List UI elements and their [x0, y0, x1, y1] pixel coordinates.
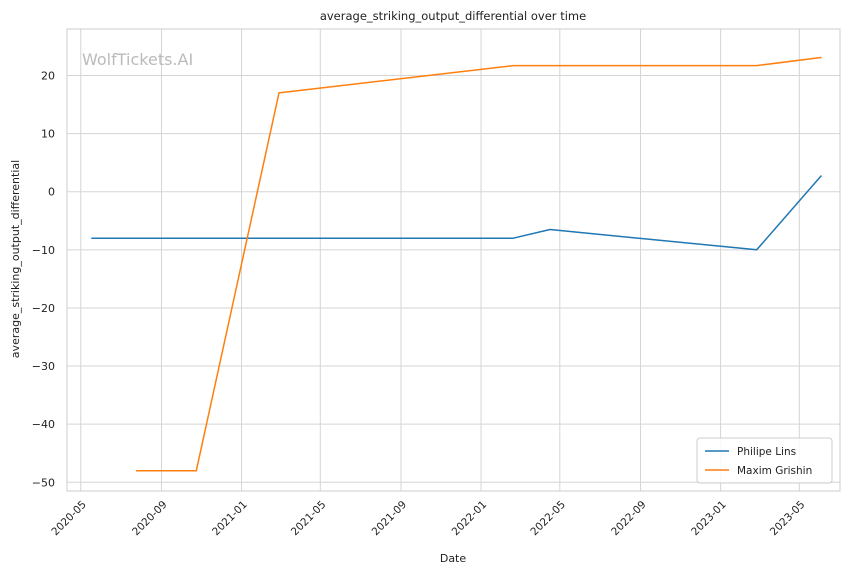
y-tick-label: 10 — [41, 128, 55, 141]
watermark: WolfTickets.AI — [82, 50, 193, 69]
y-axis-label: average_striking_output_differential — [9, 160, 22, 358]
series — [91, 56, 822, 472]
legend: Philipe Lins Maxim Grishin — [696, 437, 833, 484]
y-tick-label: −30 — [32, 360, 55, 373]
legend-label: Philipe Lins — [737, 446, 796, 458]
legend-label: Maxim Grishin — [737, 465, 812, 477]
series-line — [135, 56, 822, 472]
chart-title: average_striking_output_differential ove… — [320, 9, 586, 23]
y-tick-label: −10 — [32, 244, 55, 257]
y-tick-label: 0 — [48, 186, 55, 199]
legend-box — [696, 437, 833, 484]
y-tick-label: 20 — [41, 69, 55, 82]
plot-frame — [66, 28, 841, 492]
y-tick-label: −20 — [32, 302, 55, 315]
x-axis-label: Date — [440, 552, 467, 565]
series-line — [91, 175, 822, 251]
y-tick-label: −50 — [32, 476, 55, 489]
y-tick-label: −40 — [32, 418, 55, 431]
y-tick-labels: 20 10 0 −10 −20 −30 −40 −50 — [32, 69, 55, 489]
grid — [67, 29, 840, 491]
